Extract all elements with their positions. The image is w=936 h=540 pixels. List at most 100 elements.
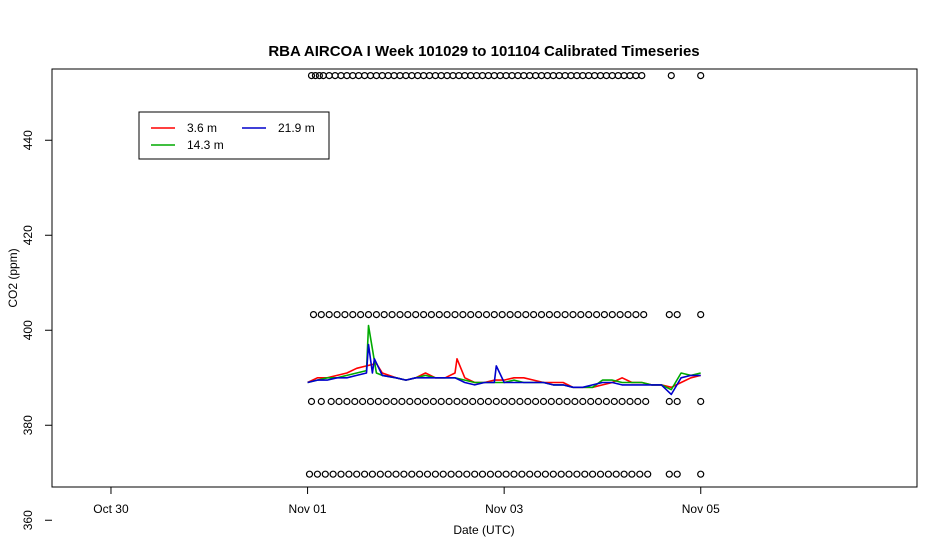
scatter-point — [349, 311, 357, 319]
scatter-point — [620, 470, 628, 478]
scatter-point — [437, 397, 445, 406]
scatter-point — [547, 397, 555, 406]
scatter-point — [628, 470, 636, 478]
scatter-point — [372, 311, 380, 319]
scatter-point — [421, 397, 430, 406]
scatter-point — [541, 470, 550, 478]
legend-label: 21.9 m — [278, 121, 315, 135]
scatter-point — [585, 311, 593, 319]
scatter-point — [471, 470, 479, 478]
scatter-point — [313, 470, 321, 478]
scatter-point — [337, 470, 345, 478]
scatter-point — [384, 470, 392, 478]
scatter-point — [390, 397, 398, 406]
scatter-point — [502, 470, 510, 478]
scatter-point — [600, 311, 609, 319]
legend-box — [138, 111, 330, 160]
scatter-point — [445, 397, 453, 406]
scatter-point — [510, 470, 518, 478]
scatter-point — [665, 397, 673, 406]
scatter-point — [315, 71, 323, 80]
chart-title: RBA AIRCOA I Week 101029 to 101104 Calib… — [268, 43, 699, 60]
scatter-point — [557, 470, 565, 478]
x-tick-label: Nov 05 — [682, 502, 720, 516]
scatter-point — [642, 397, 650, 406]
scatter-point — [608, 311, 616, 319]
scatter-point — [366, 397, 375, 406]
scatter-point — [307, 397, 316, 406]
scatter-point — [392, 470, 400, 478]
x-tick-label: Nov 03 — [485, 502, 523, 516]
scatter-point — [345, 470, 353, 478]
scatter-point — [453, 397, 461, 406]
x-axis: Oct 30 Nov 01 Nov 03 Nov 05 — [93, 487, 720, 516]
scatter-point — [594, 397, 603, 406]
scatter-point — [529, 311, 538, 319]
scatter-point — [329, 470, 337, 478]
scatter-point — [569, 311, 577, 319]
scatter-point — [420, 311, 428, 319]
y-tick-label: 360 — [21, 510, 35, 530]
scatter-point — [638, 71, 646, 80]
scatter-point — [353, 470, 361, 478]
scatter-point — [374, 397, 382, 406]
scatter-point — [400, 470, 408, 478]
scatter-point — [588, 470, 597, 478]
scatter-point — [327, 397, 335, 406]
scatter-point — [697, 397, 705, 406]
scatter-point — [563, 397, 571, 406]
scatter-point — [565, 470, 573, 478]
x-tick-label: Nov 01 — [289, 502, 327, 516]
scatter-point — [492, 397, 500, 406]
scatter-point — [341, 311, 349, 319]
scatter-point — [537, 311, 546, 319]
scatter-point — [396, 311, 404, 319]
y-axis: 360 380 400 420 440 — [21, 130, 52, 530]
scatter-point — [469, 397, 477, 406]
scatter-point — [526, 470, 534, 478]
scatter-point — [311, 71, 319, 80]
scatter-point — [335, 397, 343, 406]
scatter-point — [640, 311, 648, 319]
scatter-point — [477, 397, 485, 406]
y-axis-label: CO2 (ppm) — [6, 248, 20, 307]
scatter-point — [626, 397, 634, 406]
series-line-14-3-m — [307, 324, 701, 391]
plot-frame — [51, 68, 918, 488]
scatter-point — [555, 397, 563, 406]
scatter-point — [414, 397, 422, 406]
series-layer — [305, 71, 705, 478]
scatter-point — [443, 311, 451, 319]
scatter-point — [406, 397, 414, 406]
scatter-point — [545, 311, 554, 319]
scatter-point — [475, 311, 483, 319]
y-tick-label: 420 — [21, 225, 35, 245]
scatter-point — [486, 470, 494, 478]
scatter-point — [665, 470, 673, 478]
scatter-point — [423, 470, 432, 478]
scatter-point — [484, 397, 492, 406]
scatter-point — [427, 311, 435, 319]
scatter-point — [461, 397, 469, 406]
scatter-point — [305, 470, 314, 478]
scatter-point — [533, 470, 542, 478]
scatter-point — [508, 397, 516, 406]
scatter-point — [431, 470, 439, 478]
scatter-point — [539, 397, 548, 406]
scatter-point — [412, 311, 420, 319]
scatter-point — [376, 470, 384, 478]
y-tick-label: 380 — [21, 415, 35, 435]
y-tick-label: 400 — [21, 320, 35, 340]
scatter-point — [463, 470, 471, 478]
scatter-point — [697, 311, 705, 319]
scatter-point — [514, 311, 522, 319]
scatter-point — [435, 311, 443, 319]
scatter-point — [408, 470, 416, 478]
legend: 3.6 m 21.9 m 14.3 m — [138, 111, 330, 160]
scatter-point — [317, 397, 325, 406]
scatter-point — [604, 470, 613, 478]
scatter-point — [343, 397, 351, 406]
scatter-point — [364, 311, 373, 319]
